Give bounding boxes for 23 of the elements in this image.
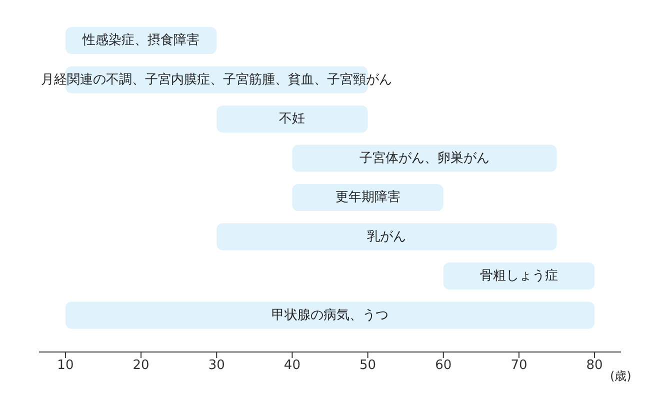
- bar: [216, 223, 557, 250]
- y-tick-label: 乳がん: [367, 229, 406, 244]
- x-tick-label: 30: [208, 358, 225, 374]
- y-tick-label: 月経関連の不調、子宮内膜症、子宮筋腫、貧血、子宮頸がん: [41, 71, 392, 88]
- bar: [65, 302, 595, 329]
- y-tick-label: 更年期障害: [335, 189, 400, 205]
- y-tick-label: 不妊: [279, 112, 306, 126]
- x-tick-label: 20: [132, 358, 150, 374]
- x-tick-label: 80: [586, 358, 603, 374]
- x-tick-label: 70: [510, 358, 528, 374]
- y-tick-label: 性感染症、摂食障害: [82, 32, 200, 48]
- bar: [292, 184, 444, 211]
- y-tick-label: 骨粗しょう症: [480, 268, 558, 284]
- y-tick-label: 甲状腺の病気、うつ: [272, 308, 388, 323]
- y-tick-label: 子宮体がん、卵巣がん: [359, 150, 490, 166]
- bar: [443, 262, 595, 290]
- bar: [292, 144, 557, 172]
- x-tick-label: 40: [284, 358, 300, 374]
- x-tick-label: 60: [435, 358, 452, 374]
- bar: [216, 106, 368, 132]
- x-tick-label: 50: [360, 358, 376, 374]
- x-tick-label: 10: [57, 358, 74, 374]
- x-axis-title: (歳): [610, 368, 632, 385]
